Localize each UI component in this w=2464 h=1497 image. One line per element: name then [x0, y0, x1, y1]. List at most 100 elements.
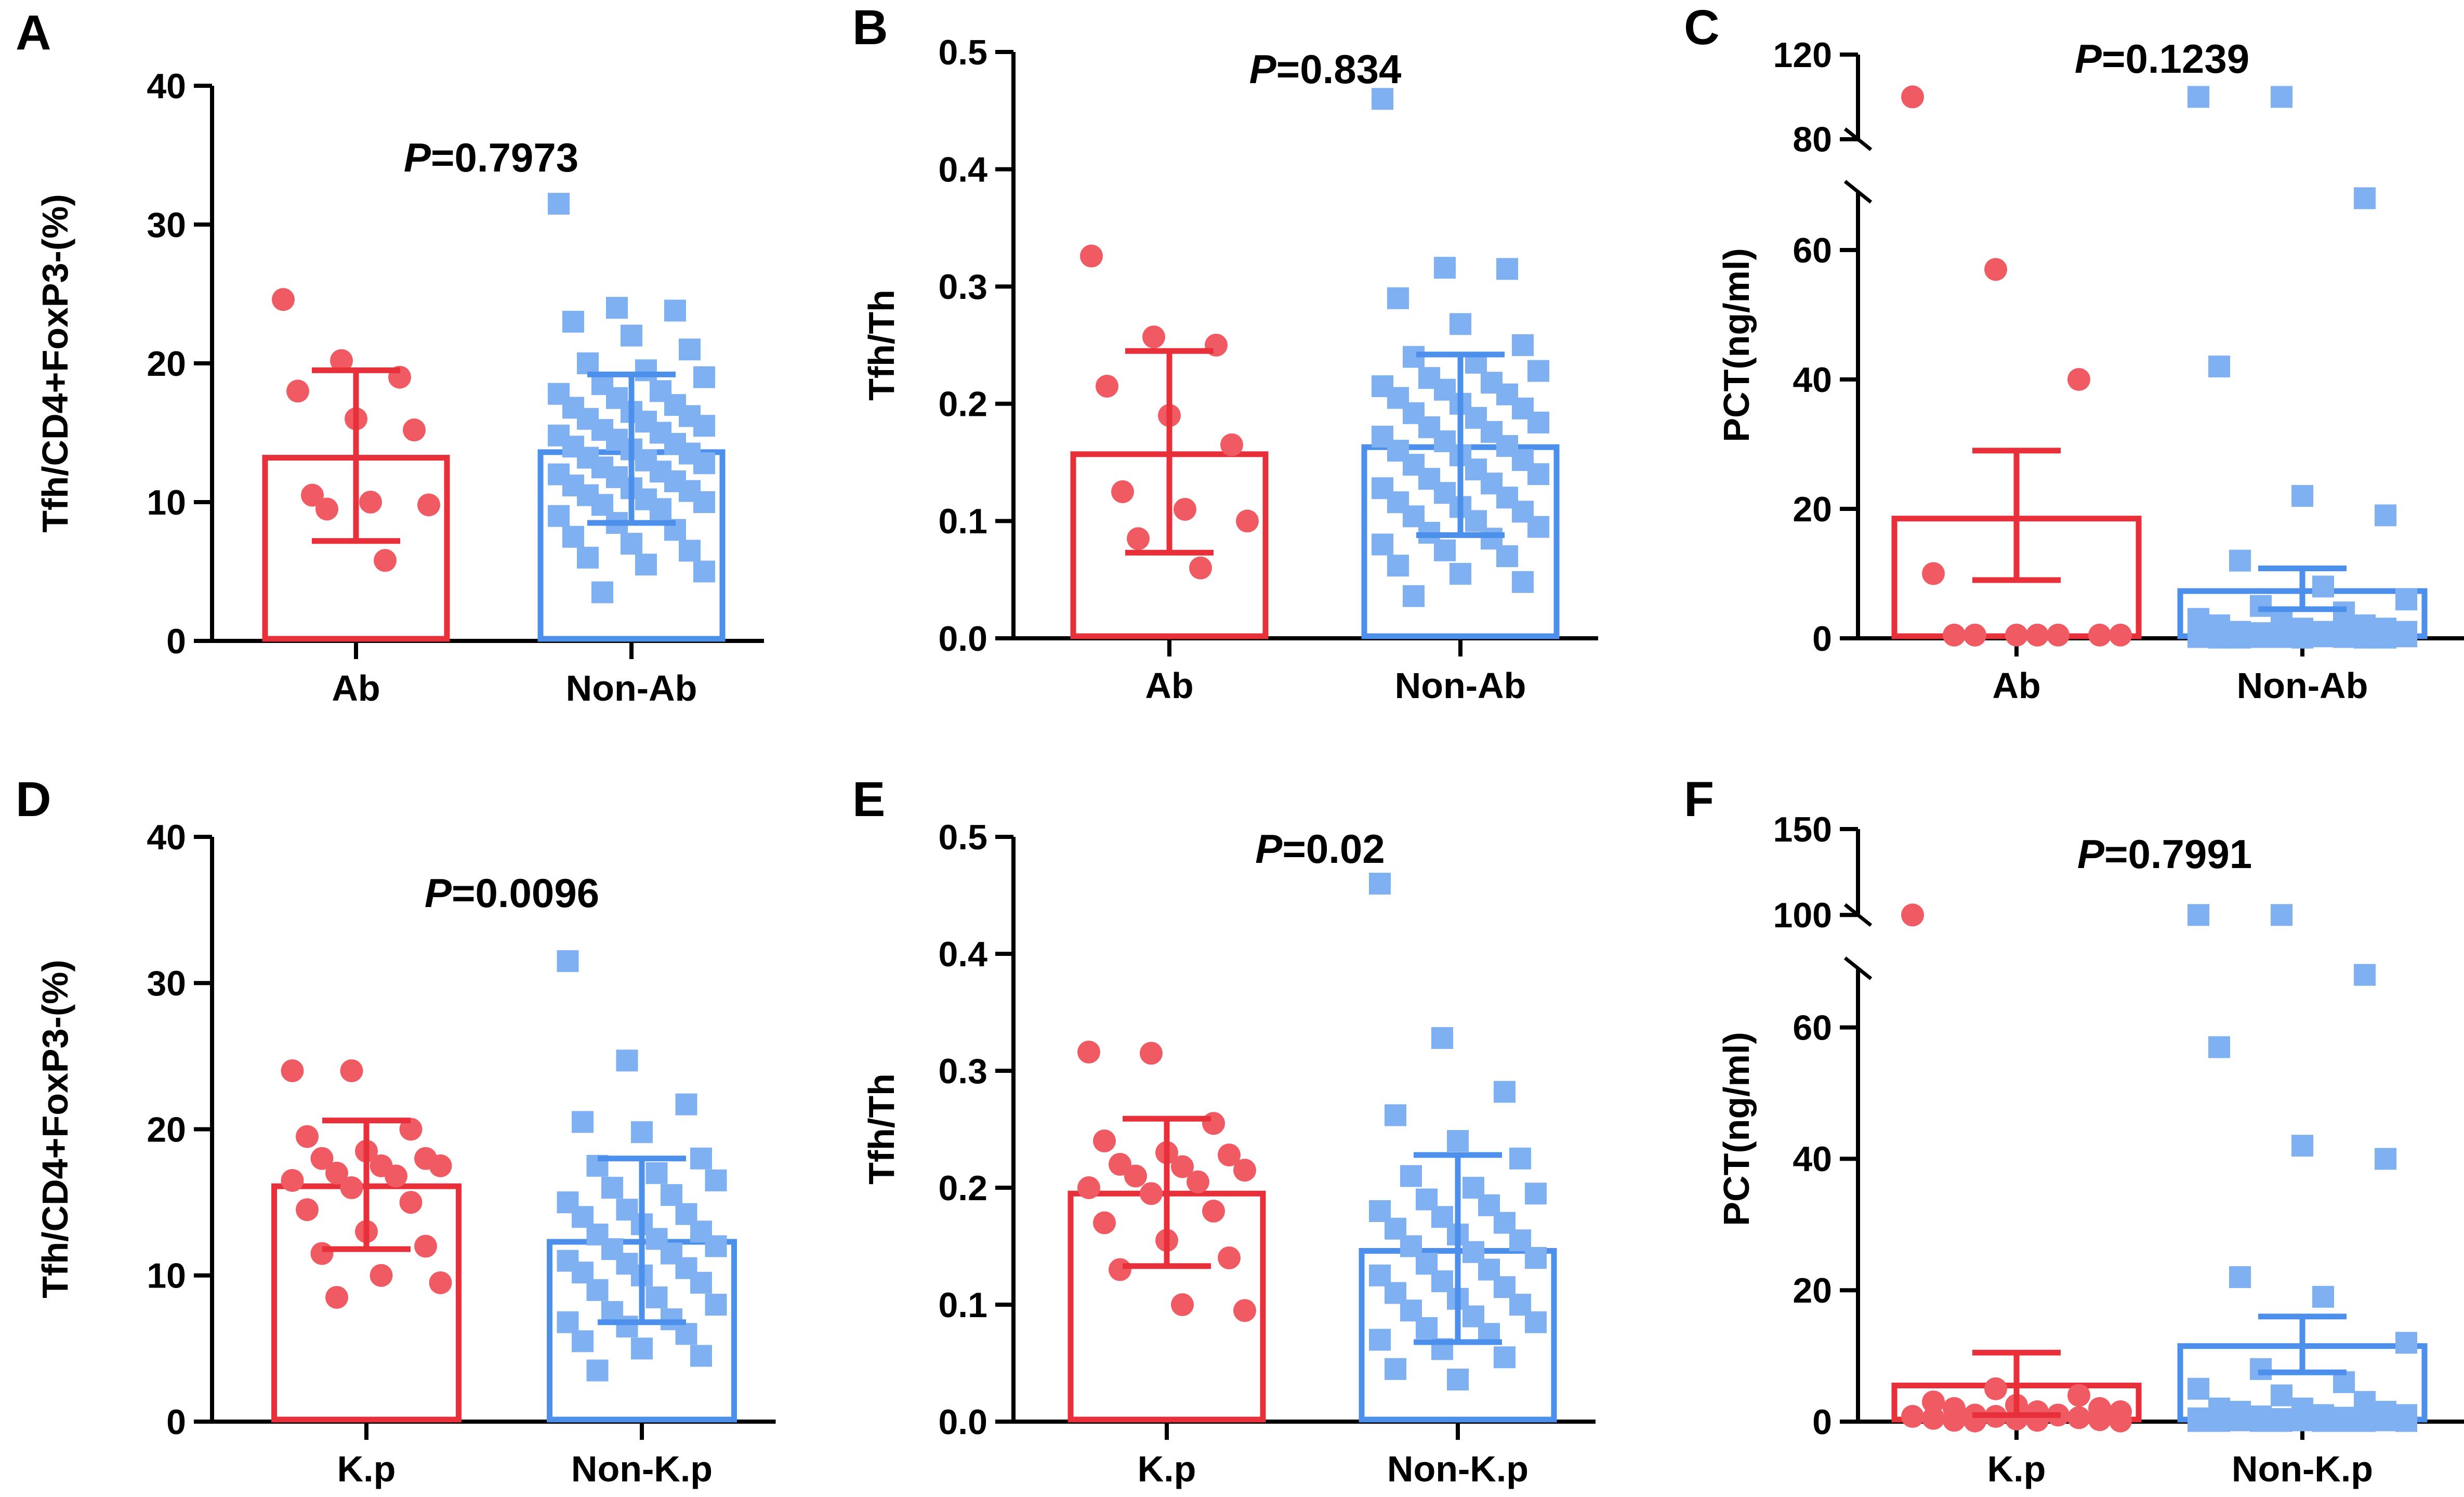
data-point: [562, 526, 584, 548]
data-point: [693, 366, 715, 388]
data-point: [2395, 588, 2417, 611]
panel-b: 0.0 0.1 0.2 0.3 0.4 0.5 Ab Non-Ab Tfh/Th B P=0.834: [852, 0, 1598, 706]
data-point: [616, 1049, 638, 1072]
data-point: [2047, 623, 2070, 647]
data-point: [2333, 626, 2355, 648]
x-tick-label: K.p: [1987, 1449, 2046, 1489]
p-value-text: =0.0096: [452, 870, 599, 916]
data-point: [586, 1359, 609, 1382]
data-point: [2291, 626, 2313, 649]
y-tick-label: 40: [1793, 360, 1832, 400]
data-point: [1403, 585, 1425, 607]
y-tick-label: 10: [147, 483, 186, 522]
data-point: [631, 1121, 653, 1144]
x-tick-label: Non-K.p: [1387, 1449, 1529, 1489]
data-point: [1127, 527, 1150, 550]
data-point: [2271, 904, 2292, 926]
y-tick-label: 40: [147, 67, 186, 106]
p-value-annotation: P=0.0096: [425, 870, 599, 916]
data-point: [2208, 1036, 2230, 1058]
data-point: [370, 1264, 393, 1287]
data-point: [693, 491, 715, 513]
data-point: [2188, 904, 2209, 926]
data-point: [1109, 1258, 1131, 1281]
y-axis-label: PCT(ng/ml): [1716, 1032, 1757, 1226]
y-tick-label: 0.1: [938, 502, 987, 541]
data-point: [601, 1177, 623, 1199]
y-tick-label: 0.1: [938, 1285, 987, 1325]
data-point: [2395, 1332, 2417, 1354]
y-tick-label: 20: [147, 344, 186, 384]
y-tick-label: 0: [1812, 619, 1832, 659]
data-point: [2354, 1410, 2376, 1432]
data-point: [2312, 1285, 2334, 1308]
p-symbol: P: [404, 135, 431, 180]
data-point: [2229, 626, 2251, 649]
p-symbol: P: [425, 870, 452, 916]
y-tick-label: 100: [1773, 896, 1832, 935]
data-point: [1964, 623, 1986, 647]
y-tick-label: 0.0: [938, 1402, 987, 1442]
data-point: [1416, 1317, 1438, 1339]
p-value-annotation: P=0.834: [1249, 46, 1402, 92]
panel-letter: F: [1684, 772, 1714, 827]
data-point: [385, 1164, 407, 1188]
data-point: [414, 1235, 437, 1258]
data-point: [2208, 626, 2230, 649]
data-point: [1124, 1164, 1147, 1188]
data-point: [1093, 1211, 1116, 1235]
data-point: [2208, 1410, 2230, 1432]
data-point: [2067, 1384, 2090, 1407]
data-point: [2109, 1409, 2132, 1433]
data-point: [286, 379, 309, 403]
data-point: [2229, 1409, 2251, 1432]
data-point: [1140, 1182, 1163, 1205]
data-point: [374, 549, 397, 572]
y-tick-label: 0.2: [938, 385, 987, 424]
y-tick-label: 20: [1793, 1271, 1832, 1310]
x-tick-label: Ab: [1145, 665, 1193, 706]
data-point: [310, 1147, 334, 1170]
y-tick-label: 20: [147, 1110, 186, 1149]
data-point: [705, 1169, 727, 1191]
data-point: [359, 491, 382, 514]
data-point: [2005, 623, 2028, 647]
x-tick-label: Non-Ab: [1395, 665, 1526, 706]
data-point: [577, 546, 599, 569]
axis-break-mark-lower: [1843, 956, 1873, 980]
data-point: [705, 1294, 727, 1316]
data-point: [1372, 88, 1393, 110]
data-point: [2088, 623, 2111, 647]
data-point: [586, 1279, 609, 1301]
data-point: [1111, 480, 1134, 503]
data-point: [1512, 571, 1534, 593]
data-point: [1218, 1144, 1241, 1166]
x-tick-label: Ab: [332, 668, 380, 708]
data-point: [1077, 1041, 1100, 1063]
panel-letter: A: [16, 5, 51, 60]
data-point: [1496, 258, 1518, 280]
panel-letter: E: [852, 772, 885, 827]
y-tick-label: 10: [147, 1256, 186, 1296]
data-point: [2375, 1409, 2396, 1432]
data-point: [548, 192, 570, 215]
y-tick-label: 30: [147, 205, 186, 245]
y-tick-label: 0.4: [938, 150, 987, 189]
data-point: [1527, 516, 1549, 538]
data-point: [557, 1311, 579, 1333]
data-point: [675, 1093, 697, 1115]
data-point: [1385, 1358, 1406, 1380]
data-point: [705, 1235, 727, 1257]
data-point: [557, 950, 579, 973]
data-point: [548, 505, 570, 527]
y-axis-label: Tfh/Th: [861, 1073, 902, 1185]
x-tick-label: Non-K.p: [2232, 1449, 2373, 1489]
data-point: [2312, 625, 2334, 648]
data-point: [340, 1059, 363, 1082]
data-point: [1387, 287, 1409, 309]
data-point: [301, 483, 324, 507]
data-point: [2395, 1410, 2417, 1432]
y-tick-label: 0.3: [938, 1052, 987, 1091]
data-point: [2395, 625, 2417, 648]
